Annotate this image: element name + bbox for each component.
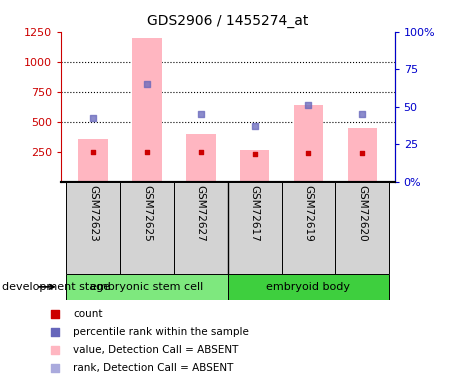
- Bar: [66, 274, 228, 300]
- Point: [143, 148, 151, 154]
- Text: GSM72619: GSM72619: [304, 184, 313, 242]
- Point: [197, 148, 204, 154]
- Bar: [228, 182, 281, 274]
- Point: [359, 150, 366, 156]
- Point: [305, 102, 312, 108]
- Bar: [78, 139, 108, 182]
- Bar: [228, 274, 389, 300]
- Point: [251, 151, 258, 157]
- Text: embryonic stem cell: embryonic stem cell: [90, 282, 204, 292]
- Point: [51, 329, 59, 335]
- Text: embryoid body: embryoid body: [267, 282, 350, 292]
- Point: [305, 150, 312, 156]
- Point: [51, 347, 59, 353]
- Point: [90, 148, 97, 154]
- Bar: [294, 105, 323, 182]
- Bar: [281, 182, 336, 274]
- Text: GSM72623: GSM72623: [88, 184, 98, 242]
- Point: [143, 81, 151, 87]
- Bar: [186, 134, 216, 182]
- Point: [251, 123, 258, 129]
- Text: value, Detection Call = ABSENT: value, Detection Call = ABSENT: [73, 345, 238, 355]
- Text: rank, Detection Call = ABSENT: rank, Detection Call = ABSENT: [73, 363, 233, 373]
- Text: GSM72627: GSM72627: [196, 184, 206, 242]
- Point: [90, 115, 97, 121]
- Text: percentile rank within the sample: percentile rank within the sample: [73, 327, 249, 337]
- Point: [197, 111, 204, 117]
- Text: GSM72620: GSM72620: [357, 184, 367, 241]
- Bar: [240, 150, 270, 182]
- Text: count: count: [73, 309, 102, 320]
- Title: GDS2906 / 1455274_at: GDS2906 / 1455274_at: [147, 14, 308, 28]
- Bar: [174, 182, 228, 274]
- Point: [359, 111, 366, 117]
- Text: GSM72625: GSM72625: [142, 184, 152, 242]
- Point: [51, 311, 59, 317]
- Bar: [120, 182, 174, 274]
- Point: [51, 365, 59, 371]
- Bar: [132, 39, 162, 182]
- Bar: [336, 182, 389, 274]
- Bar: [66, 182, 120, 274]
- Text: GSM72617: GSM72617: [250, 184, 260, 242]
- Text: development stage: development stage: [2, 282, 110, 292]
- Bar: [348, 129, 377, 182]
